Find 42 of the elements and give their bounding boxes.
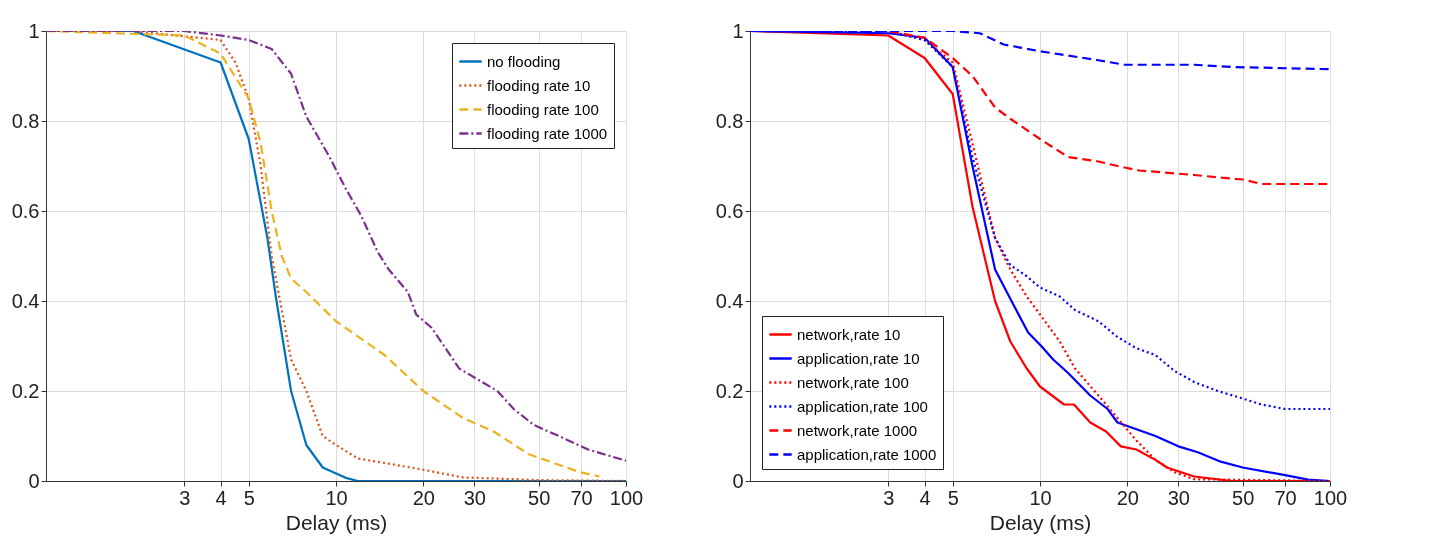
x-axis-title: Delay (ms) [989,510,1092,534]
y-tick-label: 0 [732,469,744,492]
x-tick-label: 30 [1167,486,1190,509]
y-tick-label: 0.4 [715,289,744,312]
y-tick-label: 0 [28,469,40,492]
y-tick-label: 0.8 [715,109,744,132]
x-tick-label: 20 [412,486,435,509]
legend-label: application,rate 100 [797,397,928,415]
y-tick-label: 0.2 [11,379,40,402]
x-tick-label: 3 [883,486,895,509]
x-tick-label: 10 [1029,486,1052,509]
legend-label: application,rate 1000 [797,445,937,463]
y-tick-label: 0.6 [715,199,744,222]
legend-label: network,rate 10 [797,325,901,343]
x-tick-label: 3 [179,486,191,509]
x-tick-label: 20 [1116,486,1139,509]
legend-label: flooding rate 10 [487,76,591,94]
x-tick-label: 50 [1232,486,1255,509]
x-tick-label: 50 [528,486,551,509]
x-tick-label: 10 [325,486,348,509]
x-tick-label: 70 [570,486,593,509]
x-tick-label: 4 [919,486,931,509]
legend-label: no flooding [487,52,561,70]
legend-label: application,rate 10 [797,349,920,367]
x-tick-label: 5 [947,486,959,509]
legend-label: flooding rate 100 [487,100,599,118]
y-tick-label: 0.8 [11,109,40,132]
x-axis-title: Delay (ms) [285,510,388,534]
legend-label: network,rate 1000 [797,421,918,439]
x-tick-label: 100 [609,486,644,509]
y-tick-label: 1 [28,19,40,42]
y-tick-label: 1 [732,19,744,42]
legend-label: flooding rate 1000 [487,124,608,142]
x-tick-label: 70 [1274,486,1297,509]
legend-label: network,rate 100 [797,373,909,391]
y-tick-label: 0.4 [11,289,40,312]
x-tick-label: 100 [1313,486,1348,509]
y-tick-label: 0.2 [715,379,744,402]
y-tick-label: 0.6 [11,199,40,222]
x-tick-label: 30 [463,486,486,509]
x-tick-label: 5 [243,486,255,509]
x-tick-label: 4 [215,486,227,509]
